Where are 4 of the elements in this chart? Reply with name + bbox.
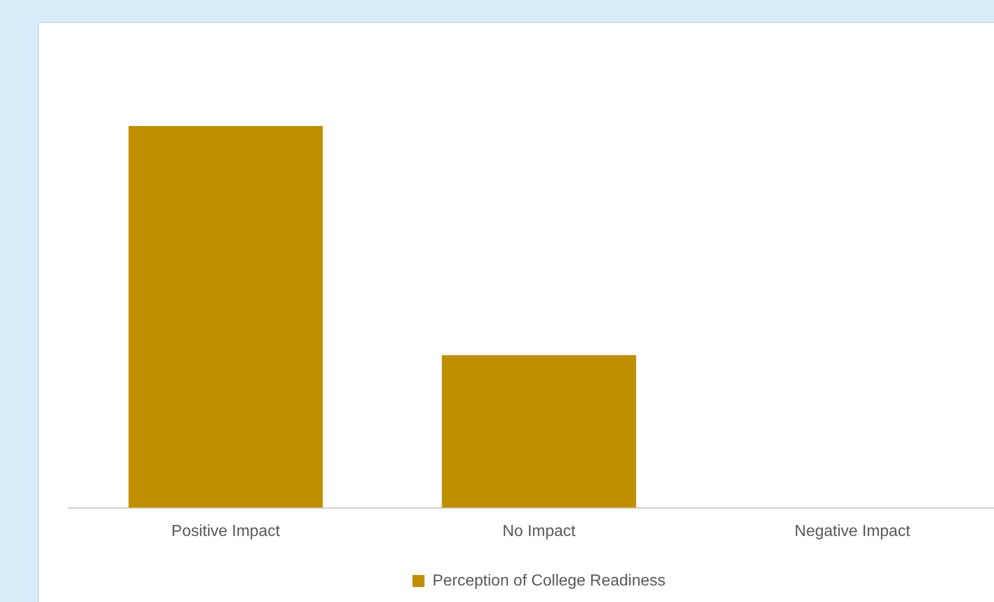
x-tick-label: No Impact — [502, 522, 576, 540]
x-tick-label: Positive Impact — [171, 522, 280, 540]
x-tick-label: Negative Impact — [794, 522, 911, 540]
legend-label: Perception of College Readiness — [432, 572, 666, 590]
